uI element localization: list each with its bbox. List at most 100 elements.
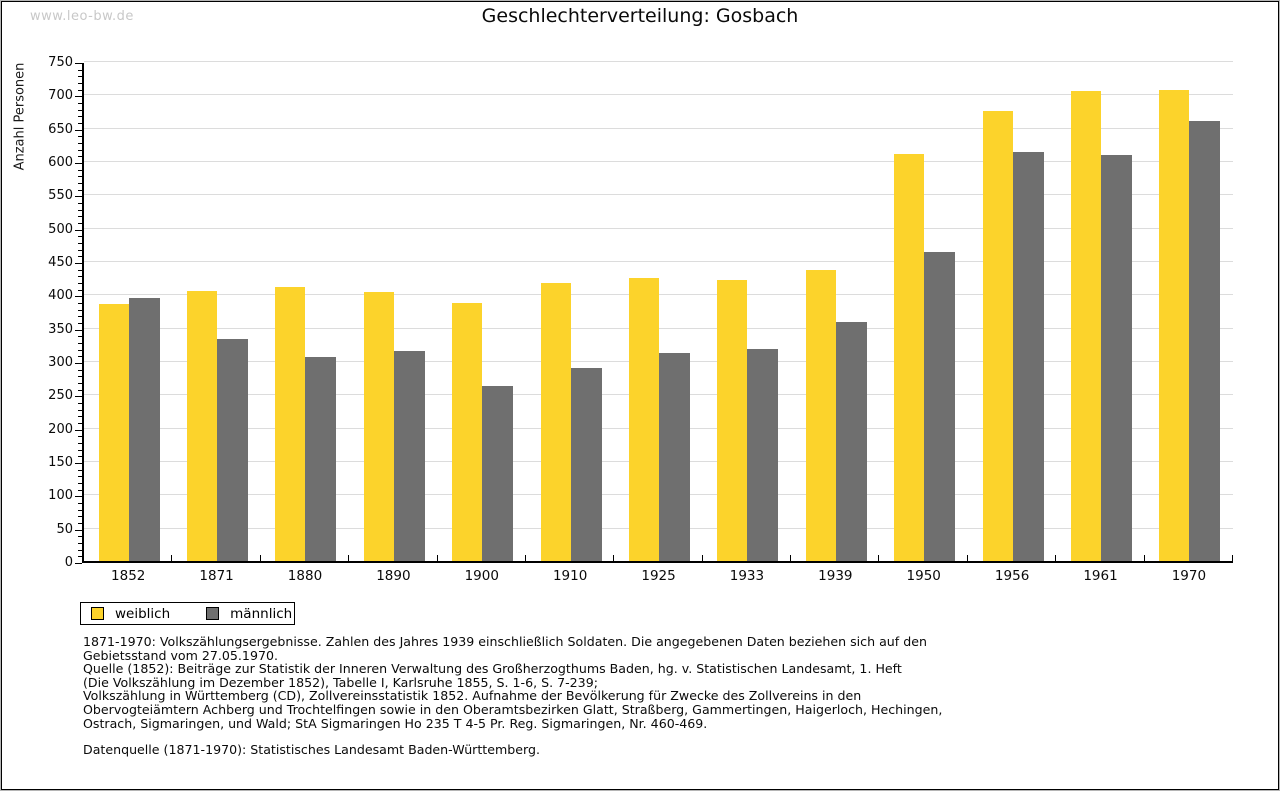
y-tick-label-150: 150 <box>48 455 73 470</box>
legend-swatch-männlich <box>206 607 220 620</box>
major-tick-200 <box>75 429 82 431</box>
bar-männlich-1852 <box>128 298 160 561</box>
minor-tick-520 <box>78 216 82 218</box>
x-tick-label-1961: 1961 <box>1083 568 1118 584</box>
minor-tick-270 <box>78 383 82 384</box>
bar-weiblich-1880 <box>275 287 306 561</box>
minor-tick-280 <box>78 376 82 378</box>
minor-tick-470 <box>78 249 82 251</box>
bar-group-1950 <box>880 63 968 561</box>
minor-tick-560 <box>78 189 82 191</box>
minor-tick-10 <box>78 556 82 558</box>
minor-tick-420 <box>78 283 82 284</box>
source-notes: 1871-1970: Volkszählungsergebnisse. Zahl… <box>83 634 943 731</box>
minor-tick-680 <box>78 109 82 111</box>
bar-männlich-1970 <box>1189 121 1221 561</box>
minor-tick-80 <box>78 509 82 511</box>
major-tick-50 <box>75 529 82 531</box>
minor-tick-370 <box>78 316 82 318</box>
y-tick-label-0: 0 <box>64 555 73 570</box>
major-tick-550 <box>75 196 82 198</box>
x-boundary-tick-6 <box>613 555 615 561</box>
major-tick-400 <box>75 296 82 298</box>
minor-tick-160 <box>78 456 82 458</box>
legend-item-männlich: männlich <box>206 606 292 622</box>
minor-tick-570 <box>78 183 82 184</box>
gridline-550 <box>84 194 1233 196</box>
x-boundary-tick-4 <box>436 555 438 561</box>
minor-tick-310 <box>78 356 82 358</box>
x-tick-label-1956: 1956 <box>994 568 1030 584</box>
bar-männlich-1933 <box>747 349 779 561</box>
bar-weiblich-1871 <box>187 291 218 561</box>
y-tick-label-650: 650 <box>48 121 73 137</box>
bar-group-1852 <box>84 63 172 561</box>
x-boundary-tick-8 <box>790 555 792 561</box>
x-boundary-tick-10 <box>966 555 968 561</box>
minor-tick-220 <box>78 416 82 418</box>
minor-tick-410 <box>78 289 82 291</box>
minor-tick-690 <box>78 103 82 104</box>
x-axis-labels: 1852 1871 1880 1890 1900 1910 1925 1933 1939 1950… <box>84 568 1233 584</box>
minor-tick-360 <box>78 323 82 324</box>
bar-weiblich-1961 <box>1070 91 1101 561</box>
y-tick-label-550: 550 <box>48 188 73 204</box>
minor-tick-130 <box>78 476 82 478</box>
minor-tick-430 <box>78 276 82 278</box>
gridline-700 <box>84 94 1233 96</box>
major-tick-750 <box>75 63 82 64</box>
x-boundary-tick-9 <box>878 555 880 561</box>
minor-tick-260 <box>78 389 82 391</box>
bar-group-1956 <box>968 63 1056 561</box>
major-tick-500 <box>75 229 82 231</box>
x-tick-label-1970: 1970 <box>1171 568 1207 584</box>
x-tick-label-1950: 1950 <box>906 568 941 584</box>
minor-tick-530 <box>78 209 82 211</box>
minor-tick-240 <box>78 403 82 404</box>
bar-group-1880 <box>261 63 349 561</box>
y-tick-label-600: 600 <box>48 155 73 170</box>
major-tick-100 <box>75 496 82 498</box>
minor-tick-630 <box>78 143 82 144</box>
minor-tick-210 <box>78 423 82 424</box>
bar-weiblich-1910 <box>540 283 571 561</box>
major-tick-600 <box>75 163 82 164</box>
bar-group-1939 <box>791 63 879 561</box>
minor-tick-140 <box>78 469 82 471</box>
bar-group-1890 <box>349 63 437 561</box>
x-tick-label-1933: 1933 <box>729 568 765 584</box>
minor-tick-620 <box>78 149 82 151</box>
x-boundary-tick-7 <box>701 555 703 561</box>
x-tick-label-1939: 1939 <box>818 568 853 584</box>
bar-group-1900 <box>438 63 526 561</box>
minor-tick-40 <box>78 536 82 538</box>
minor-tick-510 <box>78 223 82 224</box>
bar-männlich-1880 <box>305 357 337 561</box>
major-tick-300 <box>75 363 82 364</box>
minor-tick-580 <box>78 176 82 178</box>
x-tick-label-1871: 1871 <box>199 568 234 584</box>
minor-tick-380 <box>78 309 82 311</box>
y-tick-label-400: 400 <box>48 288 73 304</box>
x-tick-label-1890: 1890 <box>376 568 411 584</box>
minor-tick-110 <box>78 489 82 491</box>
y-tick-label-700: 700 <box>48 88 73 104</box>
gridline-600 <box>84 161 1233 162</box>
y-tick-label-750: 750 <box>48 55 73 70</box>
y-tick-label-300: 300 <box>48 355 73 370</box>
x-tick-label-1925: 1925 <box>641 568 676 584</box>
legend-swatch-weiblich <box>91 607 104 620</box>
major-tick-450 <box>75 263 82 264</box>
legend-label-weiblich: weiblich <box>115 605 171 622</box>
y-tick-label-50: 50 <box>56 521 73 537</box>
minor-tick-740 <box>78 69 82 71</box>
minor-tick-120 <box>78 483 82 484</box>
y-tick-label-500: 500 <box>48 221 73 237</box>
y-tick-label-250: 250 <box>48 388 73 404</box>
x-tick-label-1900: 1900 <box>464 568 499 584</box>
minor-tick-340 <box>78 336 82 338</box>
bar-männlich-1890 <box>393 351 425 561</box>
legend: weiblich männlich <box>80 602 295 625</box>
minor-tick-90 <box>78 503 82 504</box>
